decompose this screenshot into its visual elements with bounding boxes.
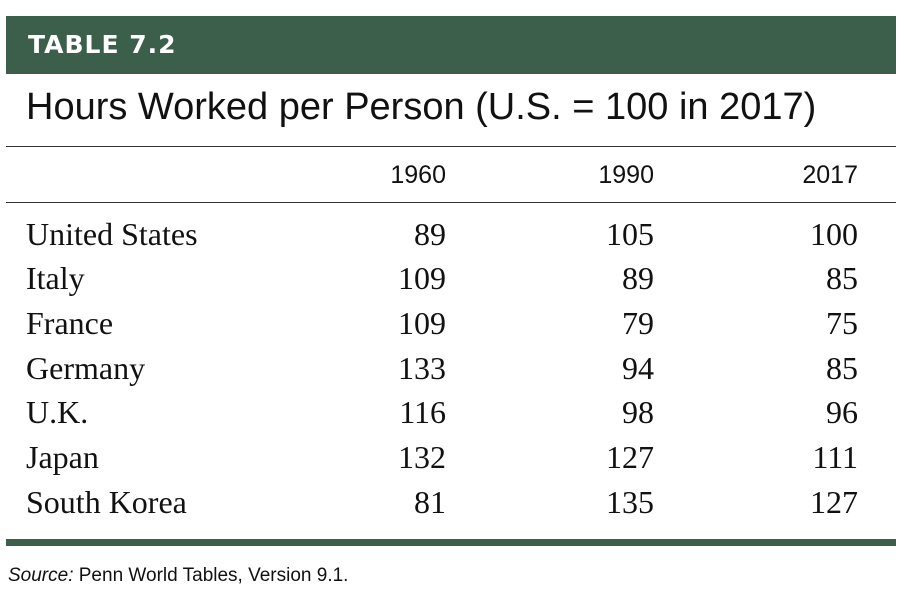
value-cell-1990: 79 bbox=[622, 305, 654, 341]
value-cell-2017: 85 bbox=[826, 260, 858, 296]
country-cell: France bbox=[26, 305, 114, 341]
value-cell-1960: 81 bbox=[414, 484, 446, 520]
value-cell-1990: 94 bbox=[622, 350, 654, 386]
table-row: South Korea 81 135 127 bbox=[0, 482, 912, 526]
table-row: Italy 109 89 85 bbox=[0, 258, 912, 302]
value-cell-2017: 75 bbox=[826, 305, 858, 341]
country-cell: Italy bbox=[26, 260, 85, 296]
value-cell-1990: 105 bbox=[606, 216, 654, 252]
table-banner: TABLE 7.2 bbox=[6, 16, 896, 74]
table-title: Hours Worked per Person (U.S. = 100 in 2… bbox=[26, 86, 817, 128]
value-cell-1960: 133 bbox=[398, 350, 446, 386]
source-label: Source: bbox=[8, 565, 74, 586]
value-cell-2017: 85 bbox=[826, 350, 858, 386]
value-cell-2017: 96 bbox=[826, 394, 858, 430]
table-row: U.K. 116 98 96 bbox=[0, 392, 912, 436]
value-cell-2017: 111 bbox=[812, 439, 858, 475]
value-cell-1990: 89 bbox=[622, 260, 654, 296]
country-cell: Germany bbox=[26, 350, 146, 386]
source-text: Penn World Tables, Version 9.1. bbox=[73, 565, 349, 586]
header-top-rule bbox=[6, 146, 896, 147]
table-bottom-rule bbox=[6, 539, 896, 546]
country-cell: Japan bbox=[26, 439, 99, 475]
value-cell-1960: 109 bbox=[398, 260, 446, 296]
table-row: Germany 133 94 85 bbox=[0, 348, 912, 392]
table-number: TABLE 7.2 bbox=[28, 30, 177, 59]
value-cell-1960: 132 bbox=[398, 439, 446, 475]
country-cell: South Korea bbox=[26, 484, 187, 520]
value-cell-2017: 100 bbox=[810, 216, 858, 252]
country-cell: United States bbox=[26, 216, 198, 252]
column-header-2017: 2017 bbox=[802, 161, 858, 189]
value-cell-1960: 109 bbox=[398, 305, 446, 341]
value-cell-2017: 127 bbox=[810, 484, 858, 520]
column-header-1960: 1960 bbox=[390, 161, 446, 189]
value-cell-1990: 98 bbox=[622, 394, 654, 430]
table-row: Japan 132 127 111 bbox=[0, 437, 912, 481]
header-bottom-rule bbox=[6, 202, 896, 203]
country-cell: U.K. bbox=[26, 394, 89, 430]
value-cell-1960: 89 bbox=[414, 216, 446, 252]
table-row: France 109 79 75 bbox=[0, 303, 912, 347]
source-note: Source: Penn World Tables, Version 9.1. bbox=[8, 564, 348, 588]
value-cell-1960: 116 bbox=[399, 394, 446, 430]
column-header-1990: 1990 bbox=[598, 161, 654, 189]
value-cell-1990: 127 bbox=[606, 439, 654, 475]
table-row: United States 89 105 100 bbox=[0, 214, 912, 258]
value-cell-1990: 135 bbox=[606, 484, 654, 520]
